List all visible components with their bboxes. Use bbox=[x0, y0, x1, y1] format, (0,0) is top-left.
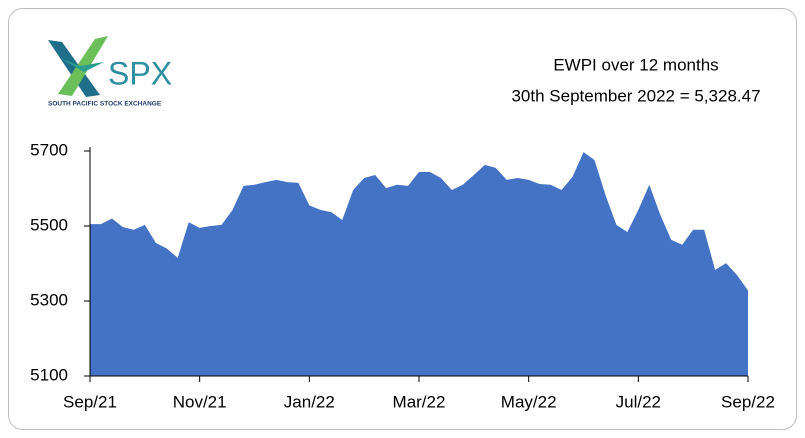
y-tick-label: 5700 bbox=[30, 140, 68, 159]
logo-stroke bbox=[60, 58, 104, 72]
x-tick-label: Sep/21 bbox=[63, 392, 117, 411]
y-tick-label: 5500 bbox=[30, 215, 68, 234]
y-tick-label: 5100 bbox=[30, 365, 68, 384]
x-tick-label: Mar/22 bbox=[393, 392, 446, 411]
logo-tagline: SOUTH PACIFIC STOCK EXCHANGE bbox=[48, 101, 162, 108]
x-tick-label: Jan/22 bbox=[284, 392, 335, 411]
chart-subtitle: 30th September 2022 = 5,328.47 bbox=[511, 86, 760, 105]
area bbox=[90, 152, 748, 376]
logo: SPX SOUTH PACIFIC STOCK EXCHANGE bbox=[48, 36, 172, 108]
x-tick-label: May/22 bbox=[501, 392, 557, 411]
y-tick-label: 5300 bbox=[30, 290, 68, 309]
chart-title: EWPI over 12 months bbox=[553, 55, 718, 74]
x-tick-label: Nov/21 bbox=[173, 392, 227, 411]
x-tick-label: Jul/22 bbox=[616, 392, 661, 411]
logo-name: SPX bbox=[108, 55, 172, 91]
logo-stroke bbox=[48, 40, 100, 97]
x-tick-label: Sep/22 bbox=[721, 392, 775, 411]
